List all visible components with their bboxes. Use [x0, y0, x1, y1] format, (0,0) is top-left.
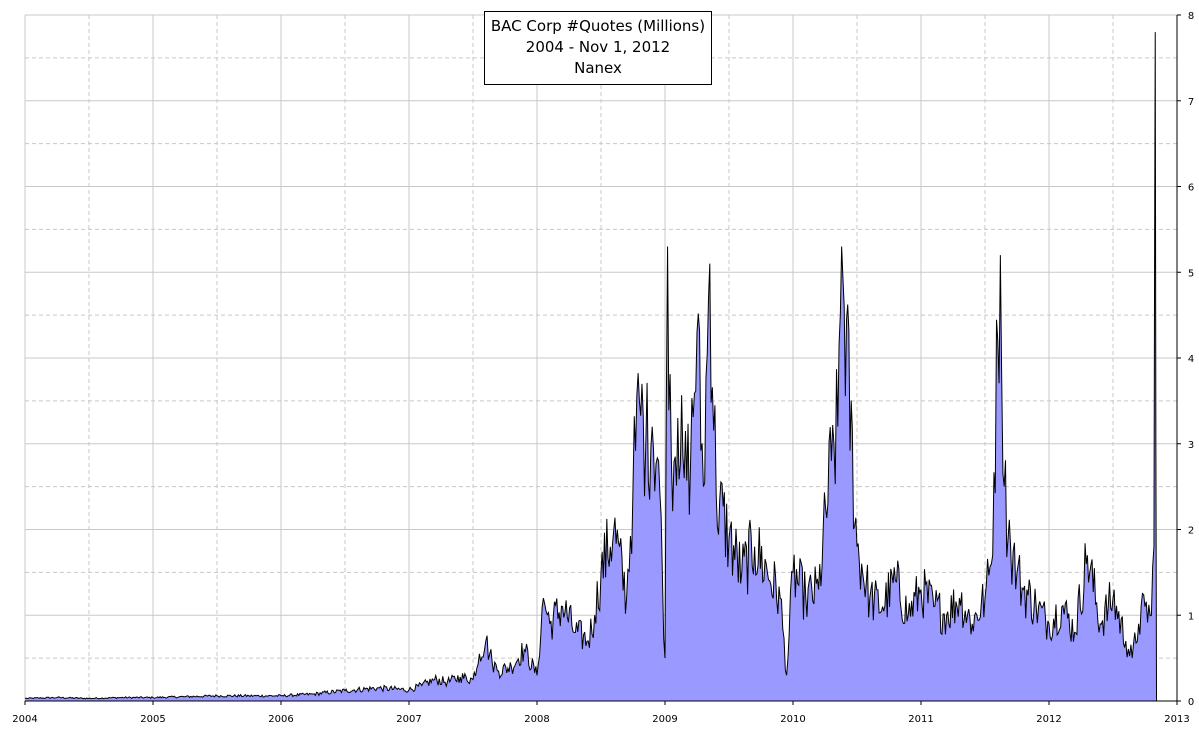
y-tick-label: 7: [1188, 97, 1194, 108]
series-area: [25, 32, 1157, 701]
y-tick-label: 0: [1188, 697, 1194, 708]
y-tick-label: 8: [1188, 11, 1194, 22]
x-tick-label: 2010: [780, 714, 805, 725]
x-tick-label: 2011: [908, 714, 933, 725]
y-tick-label: 5: [1188, 268, 1194, 279]
chart-title-line-1: BAC Corp #Quotes (Millions): [490, 17, 706, 35]
series-line: [24, 32, 1158, 702]
data-layer: [24, 32, 1158, 702]
x-tick-label: 2005: [140, 714, 165, 725]
x-tick-label: 2009: [652, 714, 677, 725]
x-tick-label: 2006: [268, 714, 293, 725]
y-tick-label: 2: [1188, 526, 1194, 537]
y-tick-label: 4: [1188, 354, 1194, 365]
y-tick-label: 3: [1188, 440, 1194, 451]
y-tick-label: 6: [1188, 183, 1194, 194]
chart-title-line-2: 2004 - Nov 1, 2012: [525, 38, 671, 56]
x-tick-label: 2007: [396, 714, 421, 725]
x-tick-label: 2008: [524, 714, 549, 725]
y-tick-label: 1: [1188, 611, 1194, 622]
chart-title-box: BAC Corp #Quotes (Millions) 2004 - Nov 1…: [484, 11, 712, 85]
x-tick-label: 2012: [1036, 714, 1061, 725]
x-tick-labels: 2004 2005 2006 2007 2008 2009 2010 2011 2012 2013: [12, 701, 1190, 725]
x-tick-label: 2004: [12, 714, 37, 725]
y-tick-labels: 0 1 2 3 4 5 6 7 8: [1177, 11, 1194, 708]
x-tick-label: 2013: [1164, 714, 1189, 725]
chart-title-line-3: Nanex: [574, 59, 622, 77]
